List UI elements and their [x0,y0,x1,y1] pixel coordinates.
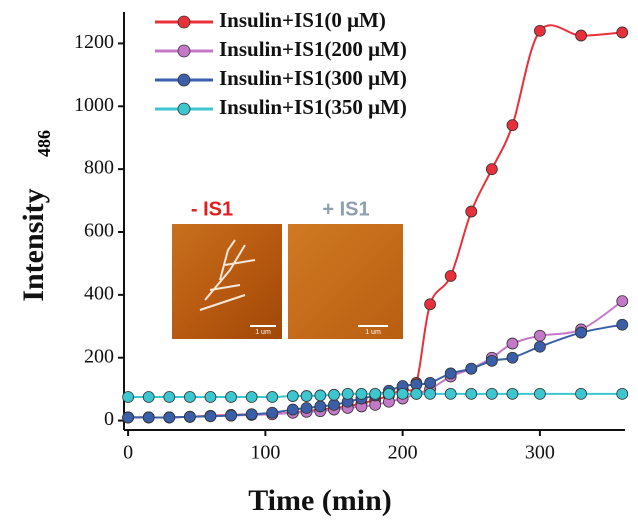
x-tick-label: 0 [123,442,133,464]
data-point [342,388,353,399]
data-point [576,327,587,338]
afm-image [172,224,282,339]
y-tick-label: 400 [84,282,114,304]
legend-label: Insulin+IS1(0 μM) [219,8,386,32]
data-point [534,25,545,36]
data-point [425,377,436,388]
data-point [576,388,587,399]
legend-marker [178,74,190,86]
data-point [617,296,628,307]
afm-image [288,224,403,339]
x-axis-label: Time (min) [248,484,392,517]
data-point [315,401,326,412]
y-tick-label: 0 [104,408,114,430]
x-tick-label: 200 [388,442,418,464]
data-point [287,391,298,402]
data-point [123,392,134,403]
y-tick-label: 1200 [74,31,114,53]
data-point [507,338,518,349]
y-axis-label-group: Intensity 486 [17,130,54,302]
data-point [301,403,312,414]
legend-label: Insulin+IS1(350 μM) [219,95,407,119]
legend-marker [178,103,190,115]
data-point [466,363,477,374]
y-tick-label: 600 [84,220,114,242]
data-point [466,206,477,217]
data-point [507,352,518,363]
data-point [397,388,408,399]
legend-marker [178,45,190,57]
data-point [205,392,216,403]
data-point [507,120,518,131]
legend-label: Insulin+IS1(200 μM) [219,37,407,61]
data-point [617,388,628,399]
data-point [445,388,456,399]
data-point [226,410,237,421]
data-point [425,388,436,399]
legend-label: Insulin+IS1(300 μM) [219,66,407,90]
data-point [164,412,175,423]
data-point [267,407,278,418]
data-point [123,412,134,423]
data-point [143,412,154,423]
data-point [617,27,628,38]
data-point [329,389,340,400]
data-point [226,392,237,403]
data-point [267,392,278,403]
y-tick-label: 1000 [74,94,114,116]
y-tick-label: 800 [84,157,114,179]
data-point [617,319,628,330]
data-point [507,388,518,399]
data-point [287,404,298,415]
data-point [370,388,381,399]
data-point [383,388,394,399]
data-point [445,368,456,379]
data-point [466,388,477,399]
chart: Time (min) Intensity 486 1 um 1 um 0 200 4… [0,0,638,530]
data-point [246,409,257,420]
data-point [184,411,195,422]
inset-label: - IS1 [191,198,233,220]
scale-bar-label: 1 um [365,329,381,336]
legend-marker [178,16,190,28]
data-point [205,411,216,422]
scale-bar-label: 1 um [255,329,271,336]
data-point [315,390,326,401]
data-point [329,399,340,410]
data-point [534,341,545,352]
data-point [534,330,545,341]
inset-label: + IS1 [322,198,369,220]
data-point [576,30,587,41]
data-point [164,392,175,403]
data-point [534,388,545,399]
data-point [143,392,154,403]
data-point [425,299,436,310]
data-point [411,388,422,399]
x-tick-label: 300 [525,442,555,464]
inset: 1 um 1 um [172,224,403,339]
y-axis-label-subscript: 486 [34,130,54,157]
data-point [486,388,497,399]
data-point [445,271,456,282]
data-point [486,164,497,175]
y-axis-label: Intensity [17,188,50,301]
data-point [301,391,312,402]
data-point [356,388,367,399]
x-tick-label: 100 [250,442,280,464]
data-point [246,392,257,403]
data-point [486,355,497,366]
data-point [184,392,195,403]
y-tick-label: 200 [84,345,114,367]
